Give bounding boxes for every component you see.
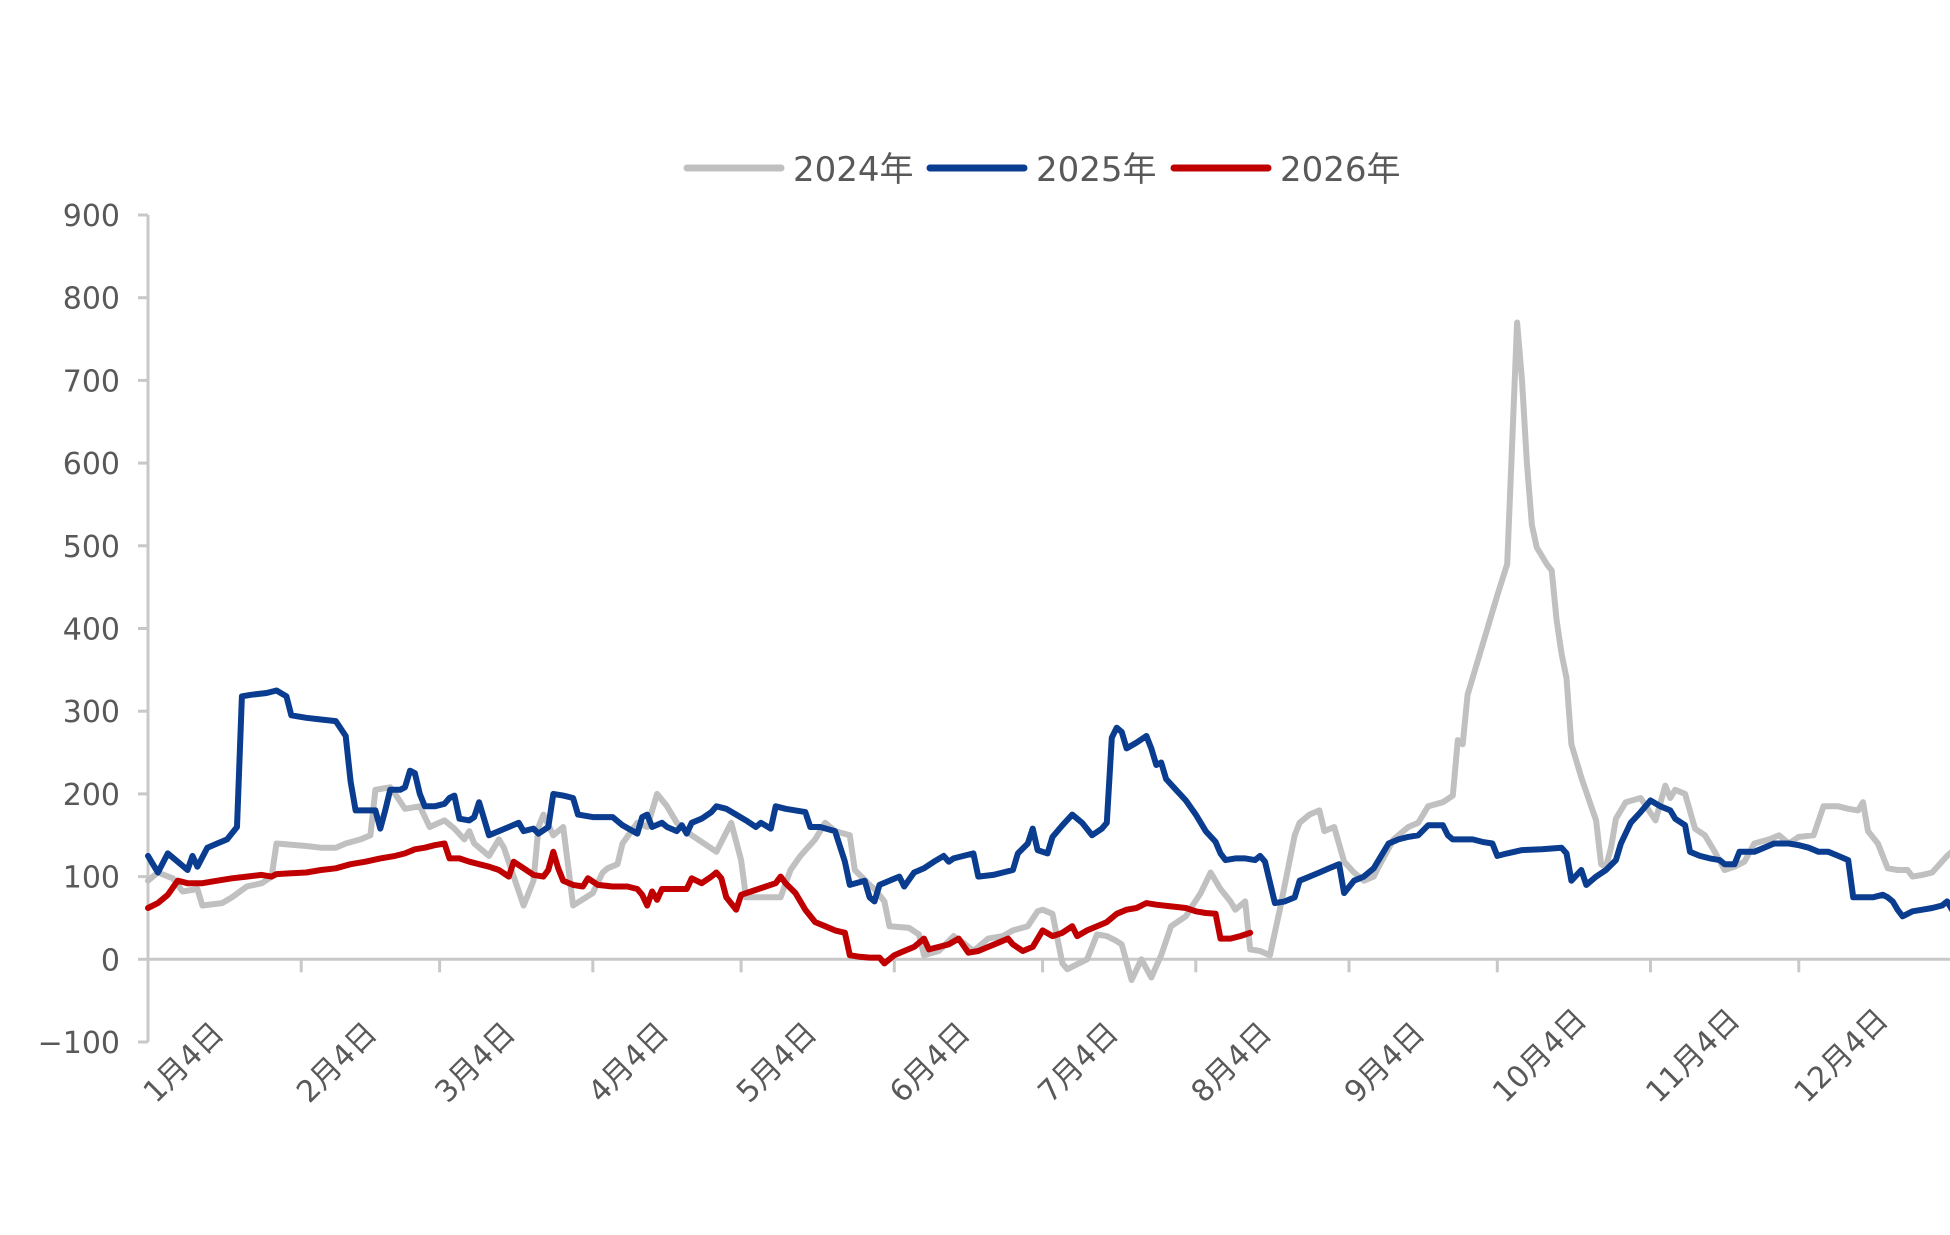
legend-label-2025: 2025年 — [1036, 150, 1157, 190]
series-line-2025 — [145, 687, 1950, 920]
x-tick-label: 6月4日 — [883, 1016, 977, 1110]
x-tick-label: 7月4日 — [1031, 1016, 1125, 1110]
y-tick-label: 400 — [63, 613, 120, 648]
x-tick-label: 5月4日 — [730, 1016, 824, 1110]
x-tick-label: 8月4日 — [1185, 1016, 1279, 1110]
legend-label-2024: 2024年 — [793, 150, 914, 190]
x-tick-label: 4月4日 — [582, 1016, 676, 1110]
legend-item-2025: 2025年 — [926, 150, 1157, 190]
y-tick-label: 700 — [63, 364, 120, 399]
y-tick-label: 300 — [63, 695, 120, 730]
series-line-2026 — [145, 840, 1254, 967]
x-tick-label: 11月4日 — [1639, 1002, 1747, 1110]
x-tick-label: 1月4日 — [137, 1016, 231, 1110]
legend: 2024年 2025年 2026年 — [683, 150, 1401, 190]
x-tick-label: 3月4日 — [429, 1016, 523, 1110]
y-tick-label: 900 — [63, 199, 120, 234]
legend-label-2026: 2026年 — [1280, 150, 1401, 190]
y-tick-label: 200 — [63, 778, 120, 813]
series-lines — [145, 319, 1950, 983]
y-axis-ticks: 900 800 700 600 500 400 300 200 100 0 −100 — [38, 199, 148, 1061]
x-axis-ticks: 1月4日 2月4日 3月4日 4月4日 5月4日 6月4日 7月4日 8月4日 9月4日 10月4… — [137, 959, 1895, 1110]
legend-item-2024: 2024年 — [683, 150, 914, 190]
x-tick-label: 12月4日 — [1788, 1002, 1896, 1110]
axes — [146, 215, 1950, 1042]
y-tick-label: 0 — [101, 943, 120, 978]
y-tick-label: 500 — [63, 530, 120, 565]
legend-item-2026: 2026年 — [1170, 150, 1401, 190]
y-tick-label: 100 — [63, 861, 120, 896]
x-tick-label: 2月4日 — [290, 1016, 384, 1110]
x-tick-label: 9月4日 — [1338, 1016, 1432, 1110]
y-tick-label: −100 — [38, 1026, 120, 1061]
y-tick-label: 800 — [63, 282, 120, 317]
series-line-2024 — [145, 319, 1950, 983]
y-tick-label: 600 — [63, 447, 120, 482]
x-tick-label: 10月4日 — [1486, 1002, 1594, 1110]
